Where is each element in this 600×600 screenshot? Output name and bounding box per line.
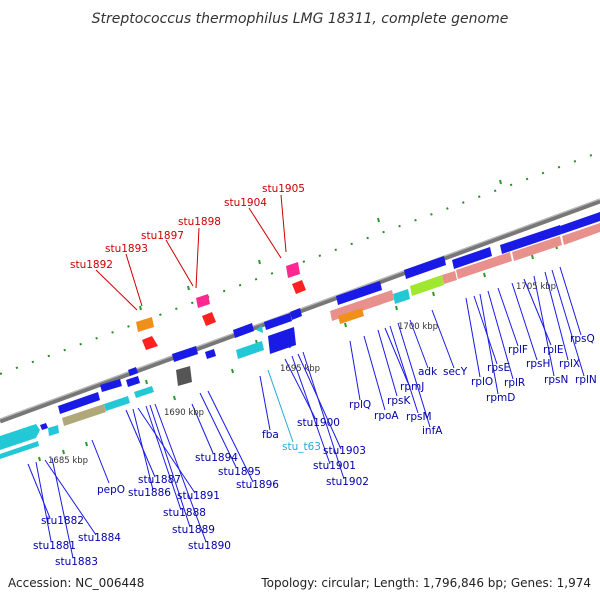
gene-label: rpoA: [374, 410, 399, 422]
gene-label: stu1887: [138, 474, 181, 486]
gene-label: stu1898: [178, 216, 221, 228]
gene-label: rpsK: [387, 395, 411, 407]
gene-label: rpmD: [486, 392, 515, 404]
gene-label: rplR: [504, 377, 525, 389]
gene-label: stu1902: [326, 476, 369, 488]
gene-label: stu1903: [323, 445, 366, 457]
leader-line-stu-t63: [267, 369, 294, 443]
gene-label: stu1883: [55, 556, 98, 568]
scale-tick-1695: 1695 kbp: [280, 364, 320, 374]
gene-label: stu1904: [224, 197, 267, 209]
gene-label: rplN: [575, 374, 597, 386]
gene-label: rpsM: [406, 411, 432, 423]
gene-label: secY: [443, 366, 468, 378]
gene-label: stu1892: [70, 259, 113, 271]
gene-label: stu1890: [188, 540, 231, 552]
gene-label: rplF: [508, 344, 528, 356]
gene-label: stu1893: [105, 243, 148, 255]
scale-ticks: 1685 kbp 1690 kbp 1695 kbp 1700 kbp 1705…: [48, 282, 556, 466]
scale-tick-1700: 1700 kbp: [398, 322, 438, 332]
gene-label: rplX: [559, 358, 580, 370]
scale-tick-1690: 1690 kbp: [164, 408, 204, 418]
gene-label: stu1901: [313, 460, 356, 472]
scale-tick-1685: 1685 kbp: [48, 456, 88, 466]
gene-label: rplQ: [349, 399, 371, 411]
gene-label: stu1889: [172, 524, 215, 536]
gene-label: stu1884: [78, 532, 121, 544]
gene-label: infA: [422, 425, 443, 437]
gene-label: rpsH: [526, 358, 550, 370]
gene-label: stu1894: [195, 452, 238, 464]
gene-label: stu1888: [163, 507, 206, 519]
gene-label: stu1900: [297, 417, 340, 429]
feature-track: [0, 212, 600, 459]
gene-label: stu1891: [177, 490, 220, 502]
gene-label: rpsQ: [570, 333, 595, 345]
summary-text: Topology: circular; Length: 1,796,846 bp…: [260, 576, 591, 590]
gene-label: rpmJ: [400, 381, 424, 393]
gene-label: stu1895: [218, 466, 261, 478]
gene-label: stu1897: [141, 230, 184, 242]
gene-label: pepO: [97, 484, 125, 496]
gene-label: stu1886: [128, 487, 171, 499]
accession-text: Accession: NC_006448: [8, 576, 144, 590]
map-title: Streptococcus thermophilus LMG 18311, co…: [92, 11, 509, 27]
gene-label: stu_t63: [282, 441, 321, 453]
gene-labels-blue: stu1882 stu1881 stu1884 stu1883 pepO stu…: [33, 333, 597, 568]
gene-label: rplE: [543, 344, 564, 356]
gene-labels-red: stu1892 stu1893 stu1897 stu1898 stu1904 …: [70, 183, 305, 271]
gene-label: stu1881: [33, 540, 76, 552]
gene-label: stu1896: [236, 479, 279, 491]
scale-tick-1705: 1705 kbp: [516, 282, 556, 292]
gene-label: stu1882: [41, 515, 84, 527]
leader-lines-blue: [27, 266, 585, 559]
gene-label: rpsE: [487, 362, 510, 374]
gene-label: stu1905: [262, 183, 305, 195]
gene-label: rpsN: [544, 374, 568, 386]
gene-label: rplO: [471, 376, 493, 388]
gene-label: fba: [262, 429, 279, 441]
gene-label: adk: [418, 366, 438, 378]
gc-tick-marks: [38, 179, 558, 462]
leader-lines-red: [95, 194, 287, 311]
